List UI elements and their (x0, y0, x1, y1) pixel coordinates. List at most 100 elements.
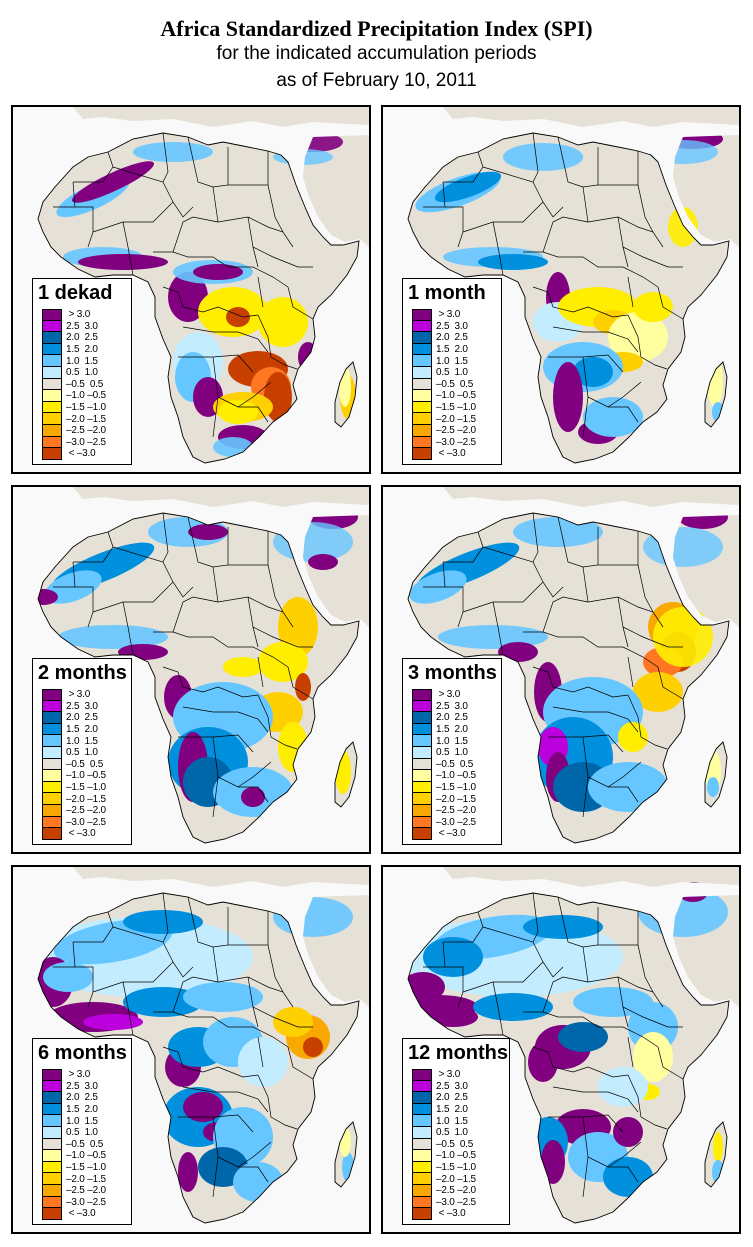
legend-label: > 3.0 (66, 689, 91, 701)
country-border (267, 564, 284, 613)
legend-entry: 0.5 1.0 (412, 1126, 509, 1139)
legend-label: 1.0 1.5 (436, 735, 468, 747)
legend-entry: > 3.0 (412, 309, 501, 321)
spi-region (273, 149, 333, 165)
legend-label: –0.5 0.5 (66, 378, 104, 390)
spi-region (528, 1042, 558, 1082)
legend-swatch (412, 332, 432, 344)
legend-entry: –3.0 –2.5 (412, 436, 501, 449)
legend-swatch (412, 1126, 432, 1139)
spi-region (553, 362, 583, 432)
country-border (212, 776, 219, 818)
spi-region (633, 1032, 673, 1082)
legend-label: > 3.0 (436, 689, 461, 701)
spi-region (38, 589, 58, 605)
legend-label: 2.5 3.0 (436, 1080, 468, 1092)
legend-label: 0.5 1.0 (436, 1127, 468, 1139)
map-panel-1-dekad: 1 dekad > 3.0 2.5 3.0 2.0 2.5 1.5 2.0 1.0 1.… (11, 105, 371, 474)
legend-swatch (42, 1208, 62, 1220)
legend-entry: 1.0 1.5 (42, 1115, 131, 1127)
legend-swatch (42, 746, 62, 759)
legend-entry: –2.5 –2.0 (42, 804, 131, 817)
spi-region (258, 297, 308, 347)
legend-label: 2.5 3.0 (66, 700, 98, 712)
legend-swatch (412, 700, 432, 713)
legend-label: > 3.0 (436, 309, 461, 321)
legend-swatch (412, 746, 432, 759)
country-border (637, 944, 654, 993)
africa-land (38, 513, 359, 843)
country-border (462, 961, 544, 993)
country-border (532, 892, 539, 943)
legend-entry: –1.5 –1.0 (42, 1161, 131, 1174)
country-border (657, 286, 684, 320)
country-border (523, 946, 589, 1013)
spi-region (178, 1152, 198, 1192)
legend-entry: > 3.0 (42, 309, 131, 321)
legend-entry: –0.5 0.5 (412, 378, 501, 391)
legend-swatch (42, 689, 62, 701)
country-borders (53, 512, 314, 818)
country-border (523, 186, 589, 253)
spi-region (613, 1117, 643, 1147)
spi-region (523, 915, 603, 939)
legend-label: –2.0 –1.5 (66, 793, 106, 805)
country-border (582, 396, 589, 438)
spi-region (223, 657, 263, 677)
europe-land (73, 867, 369, 887)
legend-label: –1.0 –0.5 (436, 1150, 476, 1162)
legend-label: –2.0 –1.5 (66, 1173, 106, 1185)
legend-swatch (42, 1080, 62, 1093)
legend-swatch (42, 1115, 62, 1127)
country-border (267, 944, 284, 993)
legend-swatch (412, 1080, 432, 1093)
legend-swatch (42, 828, 62, 840)
spi-region (188, 524, 228, 540)
country-border (587, 216, 664, 248)
spi-region (707, 777, 719, 797)
country-border (182, 706, 269, 733)
legend-swatch (42, 390, 62, 402)
legend-label: –2.0 –1.5 (66, 413, 106, 425)
legend-swatch (412, 1150, 432, 1162)
legend-entry: –1.0 –0.5 (412, 770, 501, 782)
legend-swatch (42, 770, 62, 782)
legend-entry: –3.0 –2.5 (42, 436, 131, 449)
legend-entry: –2.0 –1.5 (412, 793, 501, 805)
spi-region (43, 962, 93, 992)
country-border (217, 976, 294, 1008)
country-border (162, 892, 169, 943)
legend-label: –2.5 –2.0 (436, 1185, 476, 1197)
spi-region (434, 171, 502, 203)
country-border (178, 734, 254, 753)
legend-entry: 1.5 2.0 (42, 343, 131, 356)
legend-entry: –0.5 0.5 (42, 1138, 131, 1151)
legend-entry: –1.0 –0.5 (412, 390, 501, 402)
legend-label: 2.0 2.5 (66, 332, 98, 344)
legend-entry: 1.0 1.5 (42, 735, 131, 747)
spi-region (643, 527, 723, 567)
legend-entry: > 3.0 (42, 689, 131, 701)
legend-label: –2.0 –1.5 (436, 413, 476, 425)
country-border (637, 564, 654, 613)
country-border (238, 406, 269, 423)
country-border (73, 151, 114, 183)
legend-label: –2.5 –2.0 (436, 425, 476, 437)
legend-label: 1.0 1.5 (436, 1115, 468, 1127)
country-border (257, 1036, 264, 1068)
legend-label: 1.0 1.5 (66, 735, 98, 747)
spi-region (72, 161, 154, 203)
legend-label: 1.0 1.5 (436, 355, 468, 367)
legend-entry: 1.0 1.5 (412, 355, 501, 367)
legend-swatch (412, 390, 432, 402)
legend-entry: 2.5 3.0 (412, 700, 501, 713)
legend-swatch (412, 758, 432, 771)
legend-label: –1.5 –1.0 (66, 402, 106, 414)
coastline (334, 741, 358, 808)
legend-label: –2.5 –2.0 (436, 805, 476, 817)
spi-region (273, 522, 353, 562)
legend-label: –3.0 –2.5 (66, 816, 106, 828)
coastline (37, 892, 360, 1224)
country-border (542, 251, 659, 288)
legend-label: < –3.0 (436, 1208, 466, 1220)
